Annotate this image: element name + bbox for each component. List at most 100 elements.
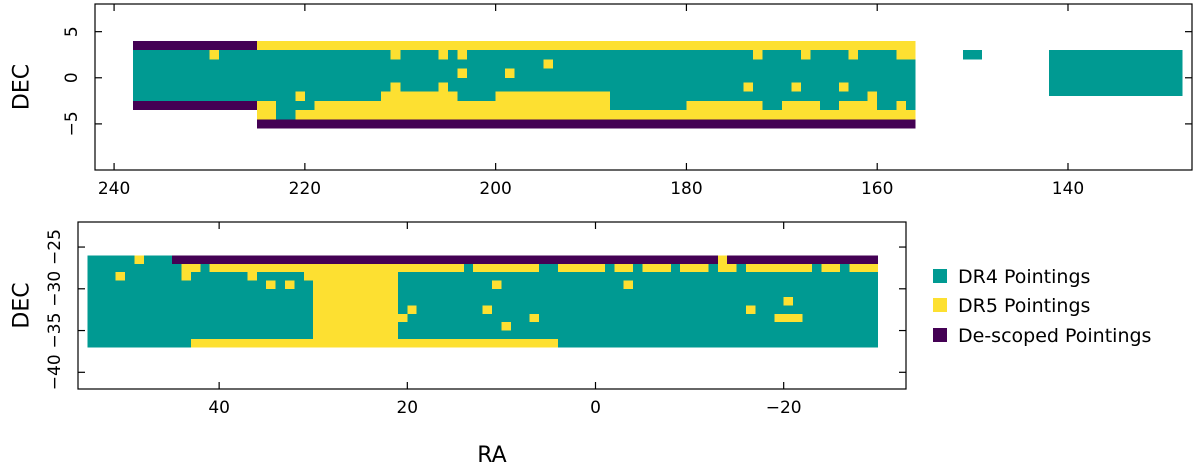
x-tick-label: 200 xyxy=(479,179,511,199)
pointing-descoped-1 xyxy=(133,100,258,111)
x-tick-label: 180 xyxy=(670,179,702,199)
pointing-dr5-17 xyxy=(285,280,295,289)
pointing-dr5-34 xyxy=(839,82,849,92)
pointing-dr4-25 xyxy=(539,263,558,273)
pointing-dr5-21 xyxy=(492,280,502,289)
x-tick-label: 160 xyxy=(861,179,893,199)
legend-label-descoped: De-scoped Pointings xyxy=(958,325,1151,347)
top-ticks: 240 220 200 180 160 140 5 0 −5 xyxy=(62,4,1192,199)
pointing-dr5-26 xyxy=(457,68,468,78)
x-tick-label: 140 xyxy=(1052,179,1084,199)
pointing-dr4-29 xyxy=(670,263,681,273)
pointing-dr4-7 xyxy=(257,50,897,60)
y-tick-label: −25 xyxy=(45,229,65,265)
pointing-dr4-6 xyxy=(610,59,916,101)
pointing-dr5-22 xyxy=(390,82,401,92)
pointing-dr4-16 xyxy=(905,91,916,111)
pointing-dr5-23 xyxy=(501,322,511,331)
pointing-dr4-32 xyxy=(736,263,747,273)
pointing-dr5-28 xyxy=(543,59,553,69)
bottom-panel: 40 20 0 −20 −25 −30 −35 −40 DEC RA xyxy=(10,221,907,466)
pointing-dr5-24 xyxy=(438,82,448,92)
pointing-dr4-37 xyxy=(840,263,850,273)
pointing-dr5-30 xyxy=(743,82,754,92)
pointing-dr4-28 xyxy=(633,263,643,273)
pointing-dr5-24 xyxy=(529,313,540,323)
pointing-dr5-34 xyxy=(774,313,803,323)
pointing-descoped-0 xyxy=(172,255,878,264)
pointing-dr5-19 xyxy=(209,50,220,60)
pointing-dr5-9 xyxy=(134,255,144,264)
pointing-dr5-1 xyxy=(172,263,878,273)
pointing-dr4-13 xyxy=(762,100,782,111)
bottom-pointings xyxy=(87,255,878,348)
y-tick-label: −5 xyxy=(62,111,82,136)
pointing-dr4-30 xyxy=(708,263,718,273)
pointing-dr5-32 xyxy=(791,82,801,92)
x-tick-label: 220 xyxy=(289,179,321,199)
pointing-dr4-14 xyxy=(819,100,840,111)
pointing-dr5-29 xyxy=(753,50,763,60)
y-tick-label: −30 xyxy=(45,271,65,307)
pointing-dr4-12 xyxy=(610,100,687,111)
pointing-dr5-25 xyxy=(457,50,468,60)
y-tick-label: −35 xyxy=(45,313,65,349)
pointing-dr5-27 xyxy=(623,280,634,289)
x-tick-label: −20 xyxy=(766,398,802,418)
pointing-dr4-5 xyxy=(257,59,611,92)
pointing-dr5-16 xyxy=(303,272,314,281)
top-panel: 240 220 200 180 160 140 5 0 −5 DEC xyxy=(10,3,1193,199)
pointing-descoped-0 xyxy=(133,40,258,51)
x-tick-label: 240 xyxy=(98,179,130,199)
pointing-dr4-8 xyxy=(257,91,382,101)
y-tick-label: −40 xyxy=(45,354,65,390)
pointing-dr5-21 xyxy=(390,50,401,60)
top-y-axis-label: DEC xyxy=(10,64,35,110)
pointing-dr5-14 xyxy=(247,272,257,281)
pointing-dr4-13 xyxy=(200,263,210,273)
pointing-dr5-33 xyxy=(848,50,859,60)
legend-swatch-dr5 xyxy=(933,298,947,312)
pointing-dr4-15 xyxy=(877,100,897,111)
pointing-dr5-8 xyxy=(313,297,351,339)
pointing-dr4-20 xyxy=(463,263,474,273)
y-tick-label: 0 xyxy=(62,72,82,83)
bottom-axes-frame xyxy=(77,221,907,390)
legend: DR4 Pointings DR5 Pointings De-scoped Po… xyxy=(933,266,1151,347)
pointing-dr5-19 xyxy=(407,305,417,314)
bottom-x-axis-label: RA xyxy=(477,443,506,466)
pointing-dr4-2 xyxy=(87,255,173,273)
y-tick-label: 5 xyxy=(62,26,82,37)
x-tick-label: 20 xyxy=(396,398,418,418)
top-pointings xyxy=(133,40,1183,129)
pointing-dr5-12 xyxy=(181,272,191,281)
pointing-dr4-9 xyxy=(276,100,296,120)
pointing-dr5-18 xyxy=(397,313,408,323)
pointing-dr5-5 xyxy=(190,338,558,348)
pointing-dr5-35 xyxy=(783,297,794,306)
bottom-y-axis-label: DEC xyxy=(10,282,35,328)
pointing-dr5-31 xyxy=(800,50,811,60)
bottom-ticks: 40 20 0 −20 −25 −30 −35 −40 xyxy=(45,222,906,418)
pointing-dr5-23 xyxy=(438,50,448,60)
pointing-dr5-22 xyxy=(482,305,492,314)
pointing-dr4-36 xyxy=(811,263,822,273)
pointing-dr4-6 xyxy=(87,338,191,348)
pointing-descoped-2 xyxy=(257,119,916,129)
x-tick-label: 40 xyxy=(208,398,230,418)
pointing-dr4-11 xyxy=(457,91,496,101)
pointing-dr5-35 xyxy=(867,91,878,101)
pointing-dr5-31 xyxy=(717,255,728,264)
pointing-dr4-11 xyxy=(172,263,182,273)
pointing-dr4-26 xyxy=(604,263,615,273)
legend-swatch-descoped xyxy=(933,328,947,342)
pointing-dr4-10 xyxy=(295,100,315,111)
x-tick-label: 0 xyxy=(590,398,601,418)
legend-swatch-dr4 xyxy=(933,269,947,283)
pointing-dr4-17 xyxy=(963,50,983,60)
pointing-dr5-10 xyxy=(115,272,126,281)
pointing-dr5-20 xyxy=(295,91,305,101)
pointing-dr4-4 xyxy=(133,50,258,101)
pointing-dr5-33 xyxy=(746,305,756,314)
